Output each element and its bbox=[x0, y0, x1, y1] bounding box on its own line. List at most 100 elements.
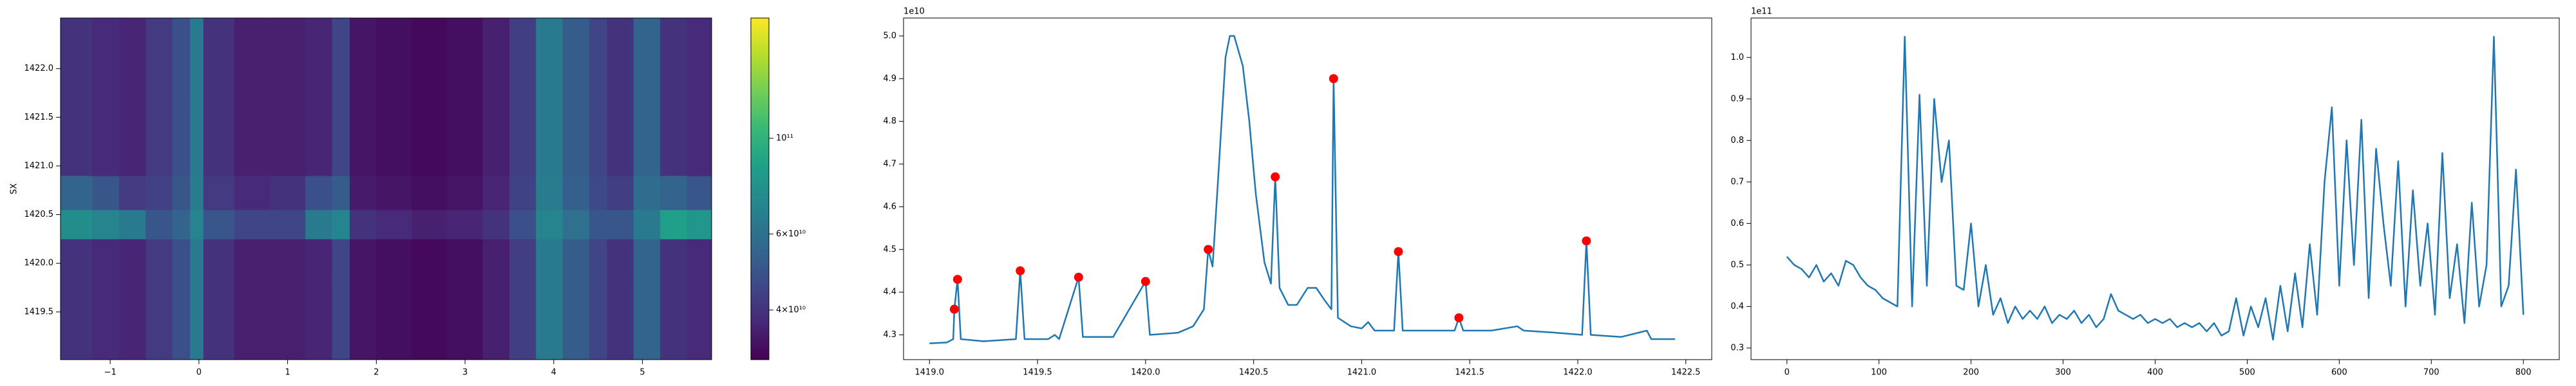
axes-frame bbox=[903, 17, 1712, 360]
heatmap-cell bbox=[332, 239, 350, 283]
heatmap-cell bbox=[332, 210, 350, 239]
heatmap-cell bbox=[61, 239, 93, 283]
heatmap-cell bbox=[562, 18, 590, 108]
heatmap-cell bbox=[607, 282, 634, 360]
y-tick-label: 4.5 bbox=[883, 244, 896, 254]
heatmap-cell bbox=[92, 282, 120, 360]
axes-frame bbox=[1750, 17, 2560, 360]
y-tick-label: 1420.0 bbox=[24, 259, 54, 268]
x-tick-label: 1422.5 bbox=[1671, 368, 1701, 378]
colorbar bbox=[750, 17, 770, 360]
heatmap-cell bbox=[350, 239, 377, 283]
heatmap-cell bbox=[687, 239, 712, 283]
heatmap-cell bbox=[536, 210, 564, 239]
heatmap-cell bbox=[509, 239, 536, 283]
heatmap-cell bbox=[332, 282, 350, 360]
heatmap-cell bbox=[509, 107, 536, 176]
colorbar-tick-label: 4×10¹⁰ bbox=[776, 305, 806, 315]
heatmap-cell bbox=[234, 210, 270, 239]
heatmap-cell bbox=[172, 210, 191, 239]
heatmap-cell bbox=[146, 239, 173, 283]
heatmap-cell bbox=[234, 282, 270, 360]
heatmap-cell bbox=[509, 18, 536, 108]
heatmap-cell bbox=[190, 282, 204, 360]
colorbar-tick-label: 10¹¹ bbox=[776, 133, 793, 143]
y-tick-label: 1.0 bbox=[1730, 53, 1744, 62]
heatmap-cell bbox=[332, 18, 350, 108]
heatmap-cell bbox=[305, 176, 332, 210]
heatmap-cell bbox=[92, 18, 120, 108]
x-tick-label: 800 bbox=[2515, 368, 2532, 378]
heatmap-cell bbox=[633, 282, 661, 360]
heatmap-cell bbox=[412, 282, 448, 360]
y-tick-label: 4.4 bbox=[883, 288, 896, 297]
x-tick-label: 1420.5 bbox=[1239, 368, 1269, 378]
heatmap-cell bbox=[482, 176, 510, 210]
heatmap-cell bbox=[118, 210, 146, 239]
heatmap-cell bbox=[92, 107, 120, 176]
heatmap-cell bbox=[589, 107, 607, 176]
heatmap-cell bbox=[61, 107, 93, 176]
heatmap-cell bbox=[687, 176, 712, 210]
y-tick-label: 0.5 bbox=[1730, 260, 1744, 270]
heatmap-cell bbox=[447, 282, 484, 360]
x-tick-label: 3 bbox=[462, 368, 468, 378]
offset-label: 1e10 bbox=[904, 7, 925, 17]
heatmap-cell bbox=[234, 107, 270, 176]
heatmap-cell bbox=[412, 176, 448, 210]
y-tick-label: 4.6 bbox=[883, 202, 896, 212]
heatmap-cell bbox=[607, 107, 634, 176]
heatmap-cell bbox=[146, 210, 173, 239]
heatmap-cell bbox=[190, 107, 204, 176]
heatmap-cell bbox=[270, 282, 306, 360]
y-tick-label: 0.4 bbox=[1730, 302, 1744, 311]
heatmap-cell bbox=[536, 176, 564, 210]
heatmap-cell bbox=[305, 239, 332, 283]
y-tick-label: 4.7 bbox=[883, 160, 896, 169]
heatmap-cell bbox=[660, 18, 687, 108]
heatmap-cell bbox=[562, 239, 590, 283]
heatmap-cell bbox=[589, 210, 607, 239]
heatmap-cell bbox=[412, 210, 448, 239]
heatmap-cell bbox=[562, 107, 590, 176]
heatmap-cell bbox=[92, 239, 120, 283]
heatmap-cell bbox=[412, 18, 448, 108]
y-tick-label: 0.7 bbox=[1730, 177, 1744, 187]
heatmap-cell bbox=[376, 282, 412, 360]
heatmap-cell bbox=[412, 239, 448, 283]
x-tick-label: 1421.0 bbox=[1347, 368, 1377, 378]
x-tick-label: 100 bbox=[1871, 368, 1887, 378]
y-tick-label: 4.9 bbox=[883, 74, 896, 84]
heatmap-cell bbox=[482, 282, 510, 360]
x-tick-label: 1 bbox=[285, 368, 290, 378]
heatmap-cell bbox=[412, 107, 448, 176]
heatmap-cell bbox=[203, 239, 235, 283]
heatmap-cell bbox=[633, 176, 661, 210]
x-tick-label: 1419.5 bbox=[1023, 368, 1052, 378]
heatmap-cell bbox=[447, 176, 484, 210]
data-point bbox=[1074, 272, 1083, 282]
heatmap-cell bbox=[203, 107, 235, 176]
data-point bbox=[1329, 74, 1338, 84]
data-point bbox=[1454, 313, 1464, 322]
heatmap-cell bbox=[190, 210, 204, 239]
data-line bbox=[929, 35, 1675, 345]
x-tick-label: 1422.0 bbox=[1563, 368, 1593, 378]
x-tick-label: 0 bbox=[196, 368, 202, 378]
y-tick-label: 5.0 bbox=[883, 31, 896, 41]
heatmap-cell bbox=[607, 210, 634, 239]
heatmap-cell bbox=[190, 176, 204, 210]
data-point bbox=[949, 304, 959, 314]
x-tick-label: 700 bbox=[2423, 368, 2439, 378]
heatmap-cell bbox=[633, 239, 661, 283]
x-tick-label: 1421.5 bbox=[1455, 368, 1484, 378]
heatmap-cell bbox=[172, 176, 191, 210]
y-tick-label: 1420.5 bbox=[24, 210, 54, 219]
heatmap-cell bbox=[203, 210, 235, 239]
heatmap-cell bbox=[270, 18, 306, 108]
heatmap-cell bbox=[562, 210, 590, 239]
heatmap-cell bbox=[589, 176, 607, 210]
heatmap-cell bbox=[92, 210, 120, 239]
